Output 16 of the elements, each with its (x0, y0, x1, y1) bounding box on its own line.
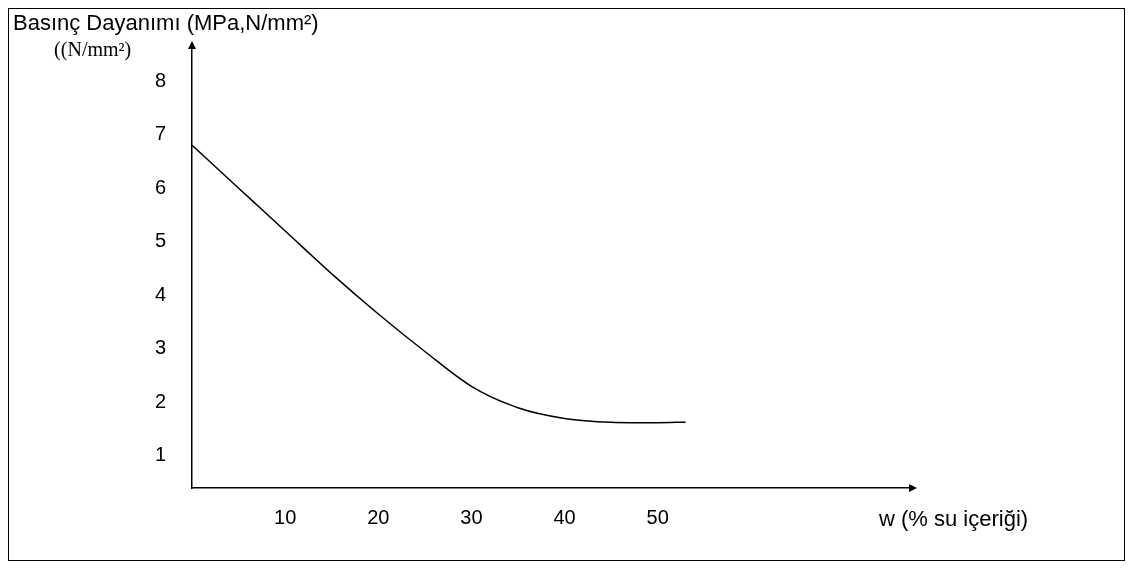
x-tick-label: 20 (367, 505, 390, 528)
chart-title: Basınç Dayanımı (MPa,N/mm²) (13, 10, 319, 36)
y-tick-label: 2 (155, 389, 167, 412)
y-tick-label: 5 (155, 229, 167, 252)
y-tick-label: 6 (155, 175, 167, 198)
x-tick-label: 40 (553, 505, 576, 528)
x-axis-title: w (% su içeriği) (878, 506, 1029, 532)
y-tick-label: 7 (155, 122, 167, 145)
y-tick-label: 1 (155, 443, 167, 466)
y-tick-label: 4 (155, 282, 167, 305)
x-tick-label: 50 (646, 505, 669, 528)
y-tick-label: 8 (155, 68, 167, 91)
y-tick-label: 3 (155, 336, 167, 359)
x-tick-label: 10 (274, 505, 297, 528)
x-tick-label: 30 (460, 505, 483, 528)
y-axis-title: ((N/mm²) (54, 38, 132, 62)
